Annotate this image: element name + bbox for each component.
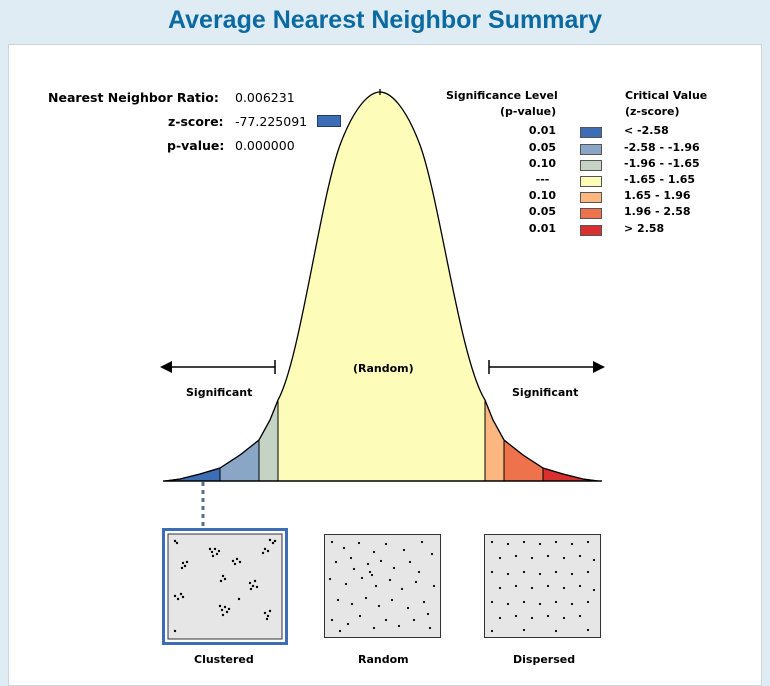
region-10-left bbox=[258, 399, 279, 482]
legend-swatch-1 bbox=[580, 144, 602, 155]
clustered-pattern-box bbox=[162, 528, 288, 645]
significance-subheader: (p-value) bbox=[500, 105, 557, 118]
legend-swatch-2 bbox=[580, 160, 602, 171]
legend-p-0: 0.01 bbox=[528, 124, 557, 137]
nn-ratio-value: 0.006231 bbox=[235, 90, 295, 105]
random-caption: Random bbox=[358, 653, 409, 666]
z-score-value: -77.225091 bbox=[235, 114, 308, 129]
legend-swatch-0 bbox=[580, 127, 602, 138]
legend-p-4: 0.10 bbox=[528, 189, 557, 202]
legend-swatch-4 bbox=[580, 192, 602, 203]
region-05-right bbox=[503, 438, 544, 482]
z-score-swatch bbox=[317, 115, 341, 127]
region-random bbox=[278, 92, 485, 481]
legend-p-6: 0.01 bbox=[528, 222, 557, 235]
legend-p-3: --- bbox=[535, 173, 550, 186]
legend-z-2: -1.96 - -1.65 bbox=[624, 157, 700, 170]
legend-p-5: 0.05 bbox=[528, 205, 557, 218]
legend-z-4: 1.65 - 1.96 bbox=[624, 189, 691, 202]
critical-value-header: Critical Value bbox=[625, 89, 708, 102]
right-arrow-head bbox=[593, 361, 605, 373]
dispersed-pattern-box bbox=[484, 534, 601, 638]
legend-z-0: < -2.58 bbox=[624, 124, 669, 137]
left-arrow-head bbox=[160, 361, 172, 373]
z-score-label: z-score: bbox=[168, 114, 224, 129]
legend-z-5: 1.96 - 2.58 bbox=[624, 205, 691, 218]
dispersed-caption: Dispersed bbox=[513, 653, 576, 666]
legend-swatch-6 bbox=[580, 225, 602, 236]
region-10-right bbox=[484, 399, 505, 482]
critical-value-subheader: (z-score) bbox=[625, 105, 680, 118]
p-value-label: p-value: bbox=[167, 138, 225, 153]
significant-left-label: Significant bbox=[186, 386, 253, 399]
p-value-value: 0.000000 bbox=[235, 138, 295, 153]
legend-swatch-3 bbox=[580, 176, 602, 187]
clustered-caption: Clustered bbox=[194, 653, 254, 666]
legend-z-3: -1.65 - 1.65 bbox=[624, 173, 696, 186]
legend-p-2: 0.10 bbox=[528, 157, 557, 170]
nn-ratio-label: Nearest Neighbor Ratio: bbox=[48, 90, 219, 105]
legend-swatch-5 bbox=[580, 208, 602, 219]
random-label: (Random) bbox=[353, 362, 414, 375]
significance-header: Significance Level bbox=[446, 89, 558, 102]
legend-z-6: > 2.58 bbox=[624, 222, 665, 235]
random-pattern-box bbox=[324, 534, 441, 638]
legend-p-1: 0.05 bbox=[528, 141, 557, 154]
significant-right-label: Significant bbox=[512, 386, 579, 399]
legend-z-1: -2.58 - -1.96 bbox=[624, 141, 700, 154]
region-05-left bbox=[219, 438, 260, 482]
page-title: Average Nearest Neighbor Summary bbox=[168, 6, 602, 34]
